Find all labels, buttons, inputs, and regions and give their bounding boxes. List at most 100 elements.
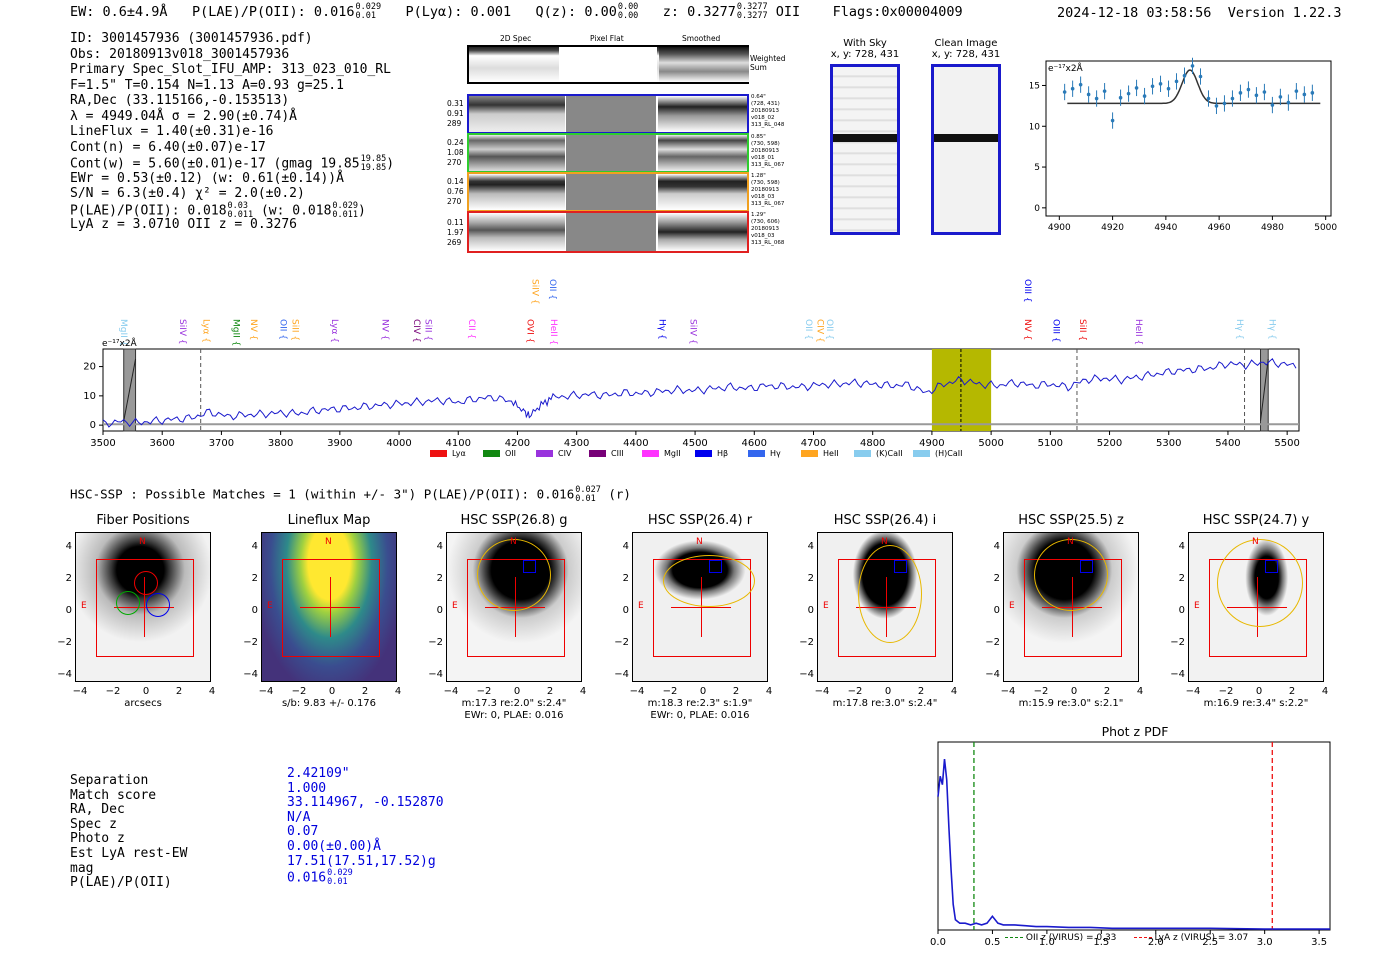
stamp-xtick-label: 2 <box>361 686 369 697</box>
stamp-xtick-label: −2 <box>291 686 307 697</box>
spectrum-line-label: CIV { <box>815 319 825 343</box>
spectrum-line-label: OVI { <box>525 319 535 343</box>
cutout-header-2dspec: 2D Spec <box>500 34 532 43</box>
spectrum-line-label: Hγ { <box>657 319 667 340</box>
spectrum-legend-label: Hγ <box>770 449 781 458</box>
line-fit-point <box>1222 101 1227 106</box>
header-z-line: OII <box>775 4 801 20</box>
spectrum-xtick-label: 4500 <box>682 438 707 449</box>
stamp-xtick-label: 4 <box>394 686 402 697</box>
line-fit-point <box>1142 94 1147 98</box>
stamp-xtick-label: 2 <box>546 686 554 697</box>
spectrum-legend-label: (K)CaII <box>876 449 903 458</box>
stamp-xtick-label: 0 <box>1255 686 1263 697</box>
line-fit-ytick-label: 0 <box>1034 204 1040 214</box>
spectrum-line-label: Hγ { <box>1266 319 1276 340</box>
stamp-panel: Lineflux Map N E 4 2 0 −2 −4 −4 −2 0 2 4 s/b: 9.83 +/… <box>239 510 419 725</box>
spectrum-line-label: OII { <box>278 319 288 340</box>
cutout-row-0-stats: 0.31 0.91 289 <box>447 99 464 128</box>
spectrum-line-label: OIII { <box>1050 319 1060 343</box>
stamp-compass-e: E <box>823 601 829 611</box>
spectrum-legend-swatch <box>642 450 659 457</box>
line-fit-point <box>1254 93 1259 98</box>
spectrum-ytick-label: 10 <box>83 391 96 402</box>
stamp-ytick-label: 4 <box>622 541 629 552</box>
header-z-hi: 0.3277 <box>736 2 768 12</box>
spectrum-xtick-label: 5300 <box>1156 438 1181 449</box>
spectrum-line-label-group: HeII { <box>548 319 558 345</box>
line-fit-xtick-label: 5000 <box>1314 223 1337 233</box>
cutout-header-smoothed: Smoothed <box>682 34 721 43</box>
line-fit-point <box>1150 84 1155 89</box>
spectrum-xtick-label: 4600 <box>742 438 767 449</box>
spectrum-xtick-label: 3900 <box>327 438 352 449</box>
spectrum-legend-swatch <box>913 450 930 457</box>
match-value-specz: N/A <box>287 809 311 825</box>
stamp-ytick-label: 2 <box>251 573 258 584</box>
stamp-xtick-label: −2 <box>662 686 678 697</box>
stamp-aperture-ellipse <box>477 539 551 611</box>
stamp-xtick-label: −4 <box>814 686 830 697</box>
spectrum-line <box>102 358 1297 428</box>
spectrum-line-label-group: OII { <box>824 319 834 340</box>
match-label-ew: Est LyA rest-EW <box>70 845 188 861</box>
match-label-photoz: Photo z <box>70 831 125 847</box>
spectrum-line-label-group: MgII { <box>230 319 240 346</box>
spectrum-legend-swatch <box>748 450 765 457</box>
spectrum-line-label: MgII { <box>118 319 128 346</box>
stamp-ytick-label: −2 <box>428 637 443 648</box>
spectrum-line-label-group: SiIV { <box>687 319 697 345</box>
spectrum-line-label-group: Hγ { <box>1266 319 1276 340</box>
cutout-flat <box>566 96 656 132</box>
stamp-fiber-circle <box>146 593 170 617</box>
spectrum-line-label: SiIV { <box>687 319 697 345</box>
cutout-smooth <box>658 213 747 251</box>
stamp-ytick-label: 0 <box>993 605 1000 616</box>
photz-curve <box>937 759 1330 930</box>
stamp-xtick-label: 0 <box>1070 686 1078 697</box>
weighted-sum-label: Weighted Sum <box>750 54 786 72</box>
stamp-compass-n: N <box>325 537 332 547</box>
spectrum-xtick-label: 5100 <box>1038 438 1063 449</box>
cutout-row-3 <box>467 211 749 253</box>
spectrum-line-label: SiII { <box>290 319 300 341</box>
spectrum-line-label: NV { <box>1022 319 1032 340</box>
line-fit-point <box>1086 92 1091 97</box>
stamp-xtick-label: −4 <box>72 686 88 697</box>
line-fit-point <box>1230 96 1235 101</box>
line-fit-point <box>1238 91 1243 95</box>
stamp-xtick-label: −2 <box>1218 686 1234 697</box>
match-value-plae: 0.016 0.029 0.01 <box>287 868 353 888</box>
header-plae: P(LAE)/P(OII): 0.016 <box>191 4 355 20</box>
line-fit-plot: e⁻¹⁷x2Å 4900 4920 4940 4960 4980 5000 0 5 10 15 <box>1030 57 1337 233</box>
line-fit-point <box>1278 95 1283 99</box>
header-plae-lo: 0.01 <box>355 11 376 21</box>
cutout-row-2 <box>467 172 749 212</box>
spectrum-line-label: HeII { <box>1133 319 1143 345</box>
spectrum-line-label-group: HeII { <box>1133 319 1143 345</box>
line-fit-ticks: 4900 4920 4940 4960 4980 5000 0 5 10 15 <box>1030 81 1337 233</box>
photz-xtick-label: 3.5 <box>1311 937 1327 947</box>
spectrum-ticks: 3500 3600 3700 3800 3900 4000 4100 4200 4300 4400… <box>83 362 1300 449</box>
cutout-flat <box>566 174 656 210</box>
stamp-compass-n: N <box>1252 537 1259 547</box>
line-fit-point <box>1198 74 1203 79</box>
stamp-caption: m:17.8 re:3.0" s:2.4" <box>832 698 938 709</box>
header-timestamp-block: 2024-12-18 03:58:56 Version 1.22.3 <box>1057 5 1342 21</box>
line-fit-point <box>1190 64 1195 68</box>
spectrum-line-label: OII { <box>824 319 834 340</box>
hsc-title: HSC-SSP : Possible Matches = 1 (within +… <box>70 485 631 504</box>
line-fit-point <box>1118 95 1123 100</box>
stamp-ytick-label: 0 <box>1178 605 1185 616</box>
photz-legend-oii: OII z (VIRUS) = 0.33 <box>1025 933 1117 943</box>
stamp-compass-e: E <box>1194 601 1200 611</box>
spectrum-line-label-group: CIV { <box>815 319 825 343</box>
spectrum-legend-swatch <box>801 450 818 457</box>
spectrum-line-label-group: OII { <box>547 279 557 300</box>
stamp-title: Fiber Positions <box>96 513 190 528</box>
stamp-ytick-label: −4 <box>985 669 1000 680</box>
match-label-radec: RA, Dec <box>70 802 125 818</box>
